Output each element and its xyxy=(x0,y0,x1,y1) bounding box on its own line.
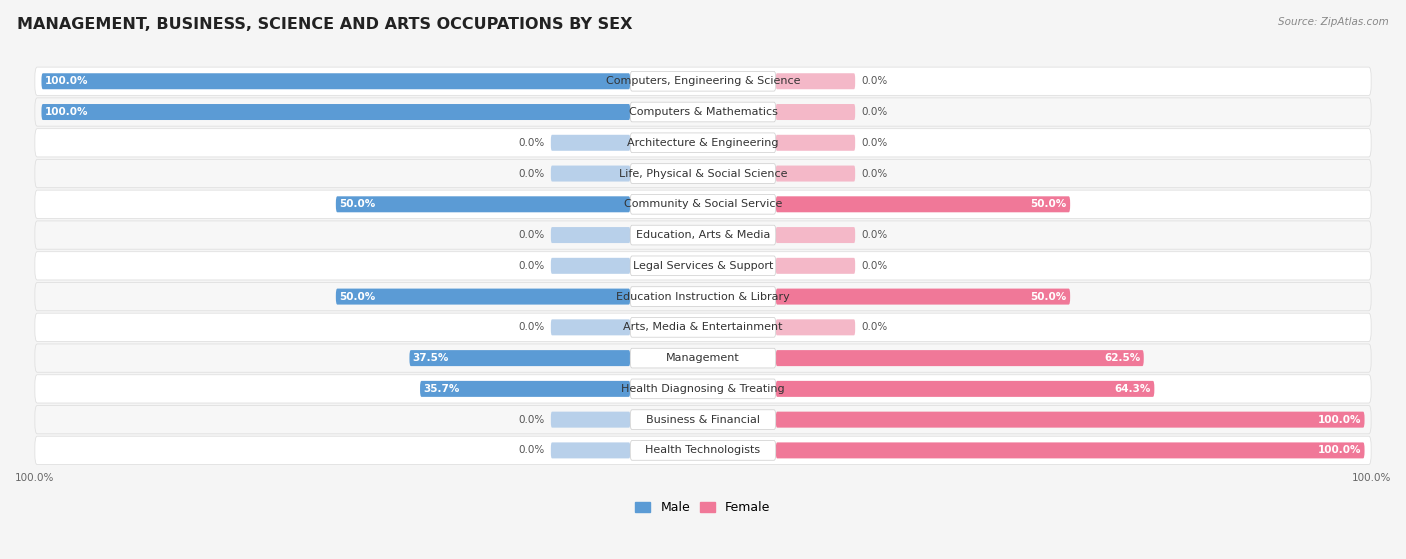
FancyBboxPatch shape xyxy=(551,411,630,428)
FancyBboxPatch shape xyxy=(776,73,855,89)
Text: Health Diagnosing & Treating: Health Diagnosing & Treating xyxy=(621,384,785,394)
Text: 50.0%: 50.0% xyxy=(339,292,375,302)
Text: 0.0%: 0.0% xyxy=(517,230,544,240)
FancyBboxPatch shape xyxy=(409,350,630,366)
Text: Education, Arts & Media: Education, Arts & Media xyxy=(636,230,770,240)
FancyBboxPatch shape xyxy=(35,344,1371,372)
FancyBboxPatch shape xyxy=(776,442,1365,458)
FancyBboxPatch shape xyxy=(35,436,1371,465)
Text: 64.3%: 64.3% xyxy=(1115,384,1152,394)
Text: 0.0%: 0.0% xyxy=(862,230,889,240)
FancyBboxPatch shape xyxy=(630,348,776,368)
FancyBboxPatch shape xyxy=(336,196,630,212)
FancyBboxPatch shape xyxy=(630,256,776,276)
Text: 50.0%: 50.0% xyxy=(1031,292,1067,302)
FancyBboxPatch shape xyxy=(35,375,1371,403)
Text: 62.5%: 62.5% xyxy=(1104,353,1140,363)
FancyBboxPatch shape xyxy=(630,164,776,183)
FancyBboxPatch shape xyxy=(630,318,776,337)
FancyBboxPatch shape xyxy=(35,159,1371,188)
Text: 100.0%: 100.0% xyxy=(1317,415,1361,425)
FancyBboxPatch shape xyxy=(776,381,1154,397)
Legend: Male, Female: Male, Female xyxy=(630,496,776,519)
Text: Education Instruction & Library: Education Instruction & Library xyxy=(616,292,790,302)
Text: Health Technologists: Health Technologists xyxy=(645,446,761,456)
FancyBboxPatch shape xyxy=(41,73,630,89)
FancyBboxPatch shape xyxy=(630,102,776,122)
Text: Arts, Media & Entertainment: Arts, Media & Entertainment xyxy=(623,323,783,333)
FancyBboxPatch shape xyxy=(35,221,1371,249)
Text: 100.0%: 100.0% xyxy=(15,472,55,482)
FancyBboxPatch shape xyxy=(420,381,630,397)
FancyBboxPatch shape xyxy=(776,135,855,151)
FancyBboxPatch shape xyxy=(551,135,630,151)
Text: Management: Management xyxy=(666,353,740,363)
FancyBboxPatch shape xyxy=(776,319,855,335)
Text: MANAGEMENT, BUSINESS, SCIENCE AND ARTS OCCUPATIONS BY SEX: MANAGEMENT, BUSINESS, SCIENCE AND ARTS O… xyxy=(17,17,633,32)
FancyBboxPatch shape xyxy=(35,190,1371,219)
Text: Architecture & Engineering: Architecture & Engineering xyxy=(627,138,779,148)
FancyBboxPatch shape xyxy=(776,196,1070,212)
FancyBboxPatch shape xyxy=(776,411,1365,428)
FancyBboxPatch shape xyxy=(35,282,1371,311)
Text: 0.0%: 0.0% xyxy=(517,261,544,271)
Text: Legal Services & Support: Legal Services & Support xyxy=(633,261,773,271)
Text: 0.0%: 0.0% xyxy=(517,138,544,148)
FancyBboxPatch shape xyxy=(630,225,776,245)
FancyBboxPatch shape xyxy=(35,67,1371,96)
FancyBboxPatch shape xyxy=(551,165,630,182)
Text: Source: ZipAtlas.com: Source: ZipAtlas.com xyxy=(1278,17,1389,27)
Text: 0.0%: 0.0% xyxy=(862,76,889,86)
FancyBboxPatch shape xyxy=(551,227,630,243)
Text: Computers & Mathematics: Computers & Mathematics xyxy=(628,107,778,117)
Text: Life, Physical & Social Science: Life, Physical & Social Science xyxy=(619,169,787,178)
FancyBboxPatch shape xyxy=(776,258,855,274)
Text: 100.0%: 100.0% xyxy=(1317,446,1361,456)
FancyBboxPatch shape xyxy=(35,98,1371,126)
FancyBboxPatch shape xyxy=(630,410,776,429)
FancyBboxPatch shape xyxy=(551,258,630,274)
Text: 100.0%: 100.0% xyxy=(45,107,89,117)
Text: 0.0%: 0.0% xyxy=(517,415,544,425)
Text: 0.0%: 0.0% xyxy=(517,169,544,178)
FancyBboxPatch shape xyxy=(336,288,630,305)
FancyBboxPatch shape xyxy=(35,252,1371,280)
FancyBboxPatch shape xyxy=(776,288,1070,305)
FancyBboxPatch shape xyxy=(630,195,776,214)
Text: 100.0%: 100.0% xyxy=(45,76,89,86)
FancyBboxPatch shape xyxy=(630,440,776,460)
Text: 50.0%: 50.0% xyxy=(1031,200,1067,209)
Text: Community & Social Service: Community & Social Service xyxy=(624,200,782,209)
Text: 35.7%: 35.7% xyxy=(423,384,460,394)
FancyBboxPatch shape xyxy=(776,165,855,182)
FancyBboxPatch shape xyxy=(551,442,630,458)
Text: 0.0%: 0.0% xyxy=(862,107,889,117)
FancyBboxPatch shape xyxy=(35,129,1371,157)
FancyBboxPatch shape xyxy=(776,227,855,243)
Text: Computers, Engineering & Science: Computers, Engineering & Science xyxy=(606,76,800,86)
FancyBboxPatch shape xyxy=(630,72,776,91)
Text: 0.0%: 0.0% xyxy=(862,138,889,148)
FancyBboxPatch shape xyxy=(551,319,630,335)
FancyBboxPatch shape xyxy=(35,405,1371,434)
FancyBboxPatch shape xyxy=(41,104,630,120)
FancyBboxPatch shape xyxy=(630,287,776,306)
Text: 0.0%: 0.0% xyxy=(862,323,889,333)
FancyBboxPatch shape xyxy=(35,313,1371,342)
Text: Business & Financial: Business & Financial xyxy=(645,415,761,425)
FancyBboxPatch shape xyxy=(776,104,855,120)
FancyBboxPatch shape xyxy=(776,350,1143,366)
Text: 50.0%: 50.0% xyxy=(339,200,375,209)
FancyBboxPatch shape xyxy=(630,379,776,399)
Text: 0.0%: 0.0% xyxy=(862,169,889,178)
Text: 0.0%: 0.0% xyxy=(517,446,544,456)
Text: 0.0%: 0.0% xyxy=(517,323,544,333)
FancyBboxPatch shape xyxy=(630,133,776,153)
Text: 0.0%: 0.0% xyxy=(862,261,889,271)
Text: 100.0%: 100.0% xyxy=(1351,472,1391,482)
Text: 37.5%: 37.5% xyxy=(413,353,449,363)
